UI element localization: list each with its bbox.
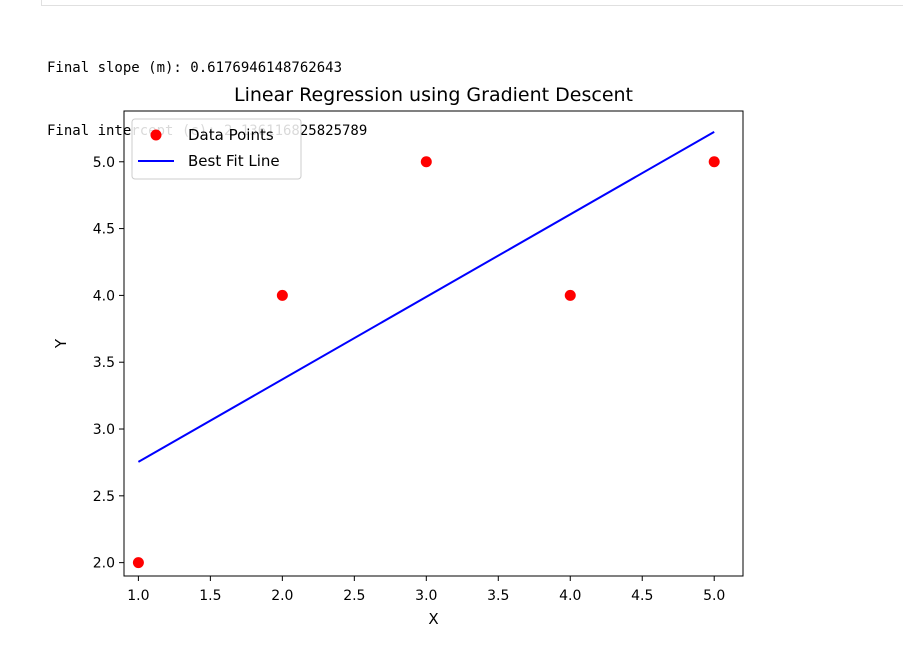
data-point bbox=[564, 289, 576, 301]
output-slope-line: Final slope (m): 0.6176946148762643 bbox=[47, 60, 343, 76]
x-tick-label: 4.5 bbox=[631, 588, 653, 604]
x-axis-label: X bbox=[428, 610, 438, 628]
x-tick-label: 2.0 bbox=[271, 588, 293, 604]
y-axis: 2.0 2.5 3.0 3.5 4.0 4.5 5.0 bbox=[93, 155, 124, 572]
data-point bbox=[132, 557, 144, 569]
legend-label: Data Points bbox=[188, 126, 274, 144]
legend: Data Points Best Fit Line bbox=[131, 118, 302, 180]
x-tick-label: 1.0 bbox=[127, 588, 149, 604]
x-tick-label: 5.0 bbox=[703, 588, 725, 604]
chart-title: Linear Regression using Gradient Descent bbox=[234, 84, 633, 106]
data-point bbox=[708, 156, 720, 168]
y-tick-label: 5.0 bbox=[93, 155, 115, 171]
x-tick-label: 4.0 bbox=[559, 588, 581, 604]
x-tick-label: 3.5 bbox=[487, 588, 509, 604]
data-point bbox=[420, 156, 432, 168]
y-tick-label: 2.0 bbox=[93, 556, 115, 572]
y-tick-label: 3.5 bbox=[93, 355, 115, 371]
legend-label: Best Fit Line bbox=[188, 152, 280, 170]
series-layer bbox=[132, 130, 720, 569]
y-axis-label: Y bbox=[52, 338, 70, 349]
legend-marker-data-points bbox=[150, 129, 162, 141]
best-fit-line bbox=[137, 130, 715, 463]
x-axis: 1.0 1.5 2.0 2.5 3.0 3.5 4.0 4.5 5.0 bbox=[127, 576, 725, 604]
x-tick-label: 3.0 bbox=[415, 588, 437, 604]
x-tick-label: 1.5 bbox=[199, 588, 221, 604]
y-tick-label: 2.5 bbox=[93, 489, 115, 505]
cell-top-border bbox=[41, 0, 903, 6]
data-point bbox=[276, 289, 288, 301]
y-tick-label: 4.5 bbox=[93, 222, 115, 238]
plot-area bbox=[123, 110, 744, 577]
y-tick-label: 3.0 bbox=[93, 422, 115, 438]
y-tick-label: 4.0 bbox=[93, 288, 115, 304]
legend-box bbox=[131, 118, 302, 180]
x-tick-label: 2.5 bbox=[343, 588, 365, 604]
